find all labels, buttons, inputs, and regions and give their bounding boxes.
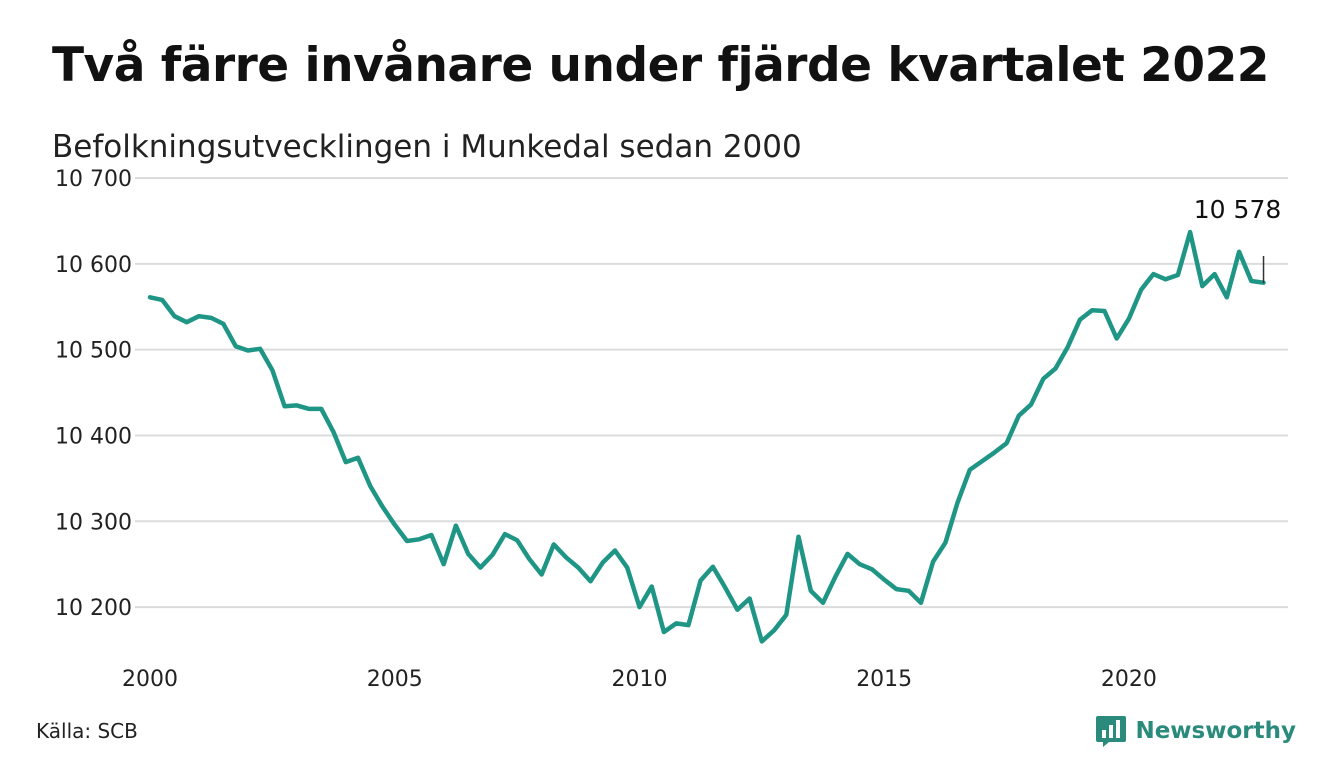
chart-title: Två färre invånare under fjärde kvartale… — [52, 38, 1269, 93]
y-tick-label: 10 400 — [55, 424, 132, 449]
y-tick-label: 10 300 — [55, 510, 132, 535]
y-tick-label: 10 600 — [55, 253, 132, 278]
x-axis: 2000 2005 2010 2015 2020 — [122, 667, 1157, 692]
annotation: 10 578 — [1194, 195, 1281, 283]
series-layer — [147, 229, 1266, 644]
brand-logo[interactable]: Newsworthy — [1095, 714, 1296, 748]
x-tick-label: 2015 — [856, 667, 912, 692]
line-chart: 10 200 10 300 10 400 10 500 10 600 10 700 200… — [55, 167, 1288, 692]
x-tick-label: 2005 — [367, 667, 423, 692]
y-axis: 10 200 10 300 10 400 10 500 10 600 10 700 — [55, 167, 132, 621]
x-tick-label: 2000 — [122, 667, 178, 692]
x-tick-label: 2010 — [611, 667, 667, 692]
y-tick-label: 10 500 — [55, 339, 132, 364]
annotation-label: 10 578 — [1194, 195, 1281, 224]
source-note: Källa: SCB — [36, 719, 138, 743]
x-tick-label: 2020 — [1101, 667, 1157, 692]
bar-chart-speech-bubble-icon — [1096, 716, 1127, 747]
y-tick-label: 10 700 — [55, 167, 132, 192]
chart-subtitle: Befolkningsutvecklingen i Munkedal sedan… — [52, 129, 802, 165]
brand-name: Newsworthy — [1135, 718, 1296, 744]
gridlines — [135, 177, 1288, 609]
y-tick-label: 10 200 — [55, 596, 132, 621]
series-line — [147, 229, 1266, 644]
